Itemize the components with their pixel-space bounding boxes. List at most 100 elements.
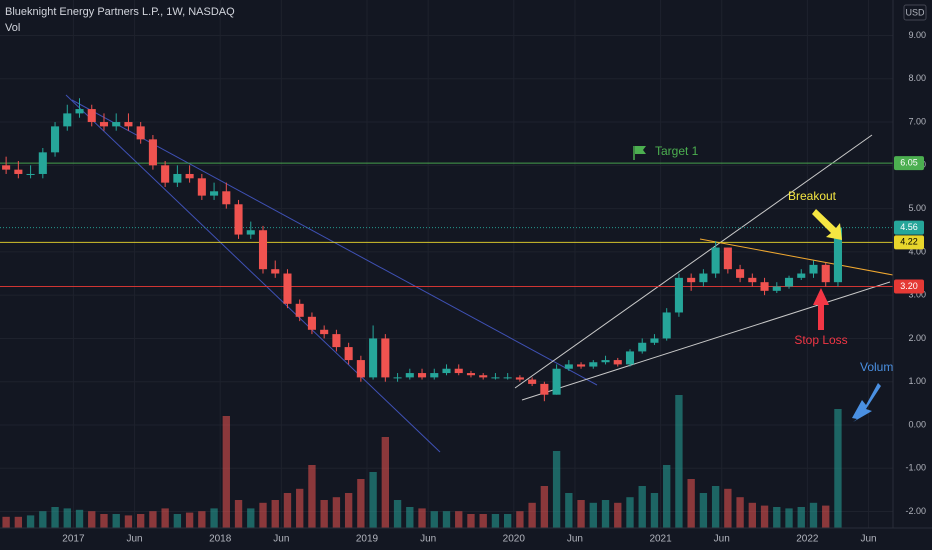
volume-bar [296, 488, 304, 528]
candle-body [161, 165, 170, 183]
volume-bar [344, 493, 353, 528]
candle-body [136, 126, 145, 140]
y-tick-label: 2.00 [908, 333, 926, 343]
candle-body [821, 264, 830, 283]
currency-box [903, 4, 927, 21]
x-tick-label: Jun [567, 534, 583, 545]
candle-body [515, 377, 524, 380]
candle-body [38, 152, 47, 174]
currency[interactable]: USD [905, 7, 925, 17]
volume-bar [14, 516, 23, 528]
candle-body [75, 109, 84, 114]
volume-bar [234, 500, 243, 528]
candle-body [393, 377, 402, 379]
y-tick-label: 0.00 [908, 419, 926, 429]
price-tag-label: 4.56 [900, 222, 918, 232]
x-tick-label: Jun [714, 534, 730, 545]
candle-body [650, 338, 659, 343]
volume-bar [785, 508, 793, 528]
candle-body [63, 113, 72, 127]
volume-bar [773, 507, 781, 528]
y-tick-label: 5.00 [908, 203, 926, 213]
candle-body [271, 269, 280, 274]
candle-body [283, 273, 292, 304]
volume-bar [601, 500, 610, 528]
volume-bar [2, 516, 10, 528]
y-tick-label: 1.00 [908, 376, 926, 386]
volume-bar [39, 511, 47, 528]
price-tag [894, 235, 924, 250]
volume-bar [283, 493, 292, 528]
x-tick-label: Jun [126, 534, 142, 545]
y-tick-label: -2.00 [905, 506, 926, 516]
y-tick-label: -1.00 [905, 463, 926, 473]
volume-bar [736, 497, 744, 528]
candle-body [222, 191, 231, 205]
volume-bar [503, 514, 512, 528]
volume-bar [748, 502, 756, 528]
candle-body [210, 191, 219, 196]
volume-bar [418, 508, 426, 528]
candle-body [99, 122, 109, 127]
volume-bar [247, 508, 255, 528]
candle-body [442, 368, 451, 374]
candle-body [417, 373, 427, 378]
volume-bar [112, 514, 120, 528]
candle-body [344, 347, 353, 361]
candle-body [14, 169, 23, 174]
volume-bar [357, 479, 365, 528]
x-tick-label: 2018 [209, 534, 232, 545]
candle-body [26, 173, 35, 175]
candle-body [246, 230, 255, 235]
candle-body [112, 122, 121, 127]
candle-body [809, 264, 818, 274]
candle-body [601, 360, 610, 363]
volume-bar [614, 502, 622, 528]
volume-bar [149, 511, 157, 528]
candle-body [185, 173, 194, 179]
price-tag [894, 279, 924, 294]
volume-bar [137, 514, 145, 528]
volume-bar [577, 500, 585, 528]
candle-body [491, 377, 500, 379]
candle-body [662, 312, 671, 339]
levels [0, 162, 893, 288]
volume-bar [124, 515, 133, 528]
volume-bar [822, 505, 830, 528]
volume-bar [711, 486, 720, 528]
candle-body [723, 247, 732, 270]
candle-body [699, 273, 708, 283]
candle-body [552, 368, 561, 395]
x-tick-label: 2021 [649, 534, 672, 545]
candle-body [258, 230, 268, 270]
volume-bar [479, 514, 487, 528]
candle-body [124, 122, 133, 127]
x-tick-label: Jun [273, 534, 289, 545]
candle-body [564, 364, 573, 369]
candle-body [528, 379, 537, 384]
volume-bar [552, 451, 561, 528]
volume-bar [626, 497, 634, 528]
candle-body [454, 368, 463, 374]
candle-body [307, 316, 316, 330]
candles [2, 98, 842, 402]
annotation: Volume [860, 360, 900, 374]
candle-body [711, 247, 720, 274]
volume-bar [75, 509, 84, 528]
volume-bar [100, 514, 108, 528]
chart-title: Blueknight Energy Partners L.P., 1W, NAS… [5, 6, 235, 18]
price-tag [894, 220, 924, 235]
candle-body [772, 286, 781, 291]
volume-bar [834, 409, 842, 528]
volume-legend: Vol [5, 22, 20, 34]
volume-bar [455, 511, 463, 528]
annotation: Breakout [788, 189, 837, 203]
y-tick-label: 9.00 [908, 30, 926, 40]
volume-bar [369, 472, 377, 528]
candle-body [234, 204, 243, 235]
volume-bar [185, 512, 194, 528]
x-tick-label: Jun [860, 534, 876, 545]
volume-bar [663, 465, 671, 528]
volume-bar [88, 511, 96, 528]
